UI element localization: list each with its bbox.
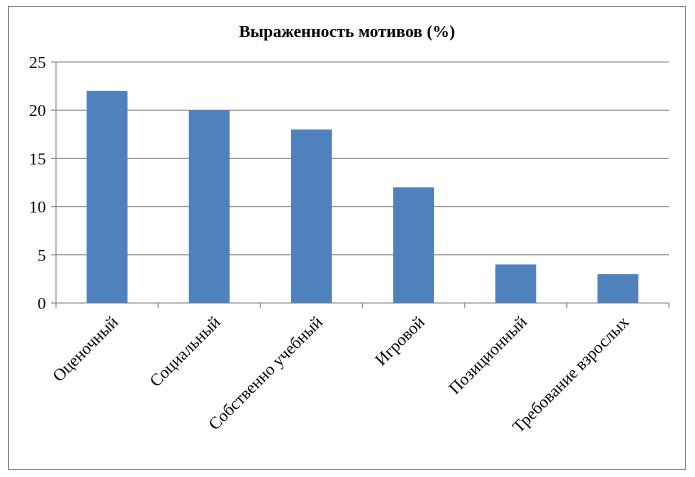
y-tick-label: 10: [29, 198, 46, 217]
bar: [597, 274, 639, 303]
bar: [495, 264, 537, 303]
x-category-label: Социальный: [146, 312, 224, 390]
x-category-label: Требование взрослых: [509, 312, 633, 436]
bar: [290, 129, 332, 303]
gridlines: [56, 61, 669, 256]
chart-title: Выраженность мотивов (%): [239, 22, 455, 41]
bar: [393, 187, 435, 303]
bar: [86, 90, 128, 303]
y-tick-labels: 0 5 10 15 20 25: [29, 53, 46, 313]
y-tick-label: 25: [29, 53, 46, 72]
y-tick-label: 20: [29, 101, 46, 120]
y-tick-label: 0: [38, 294, 47, 313]
axes: [51, 61, 670, 308]
x-category-label: Собственно учебный: [205, 312, 326, 433]
bar: [188, 110, 230, 303]
y-tick-label: 5: [38, 246, 47, 265]
x-category-label: Позиционный: [445, 312, 531, 398]
x-category-label: Оценочный: [49, 312, 122, 385]
x-category-label: Игровой: [371, 312, 428, 369]
y-tick-label: 15: [29, 149, 46, 168]
bars: [86, 90, 639, 303]
